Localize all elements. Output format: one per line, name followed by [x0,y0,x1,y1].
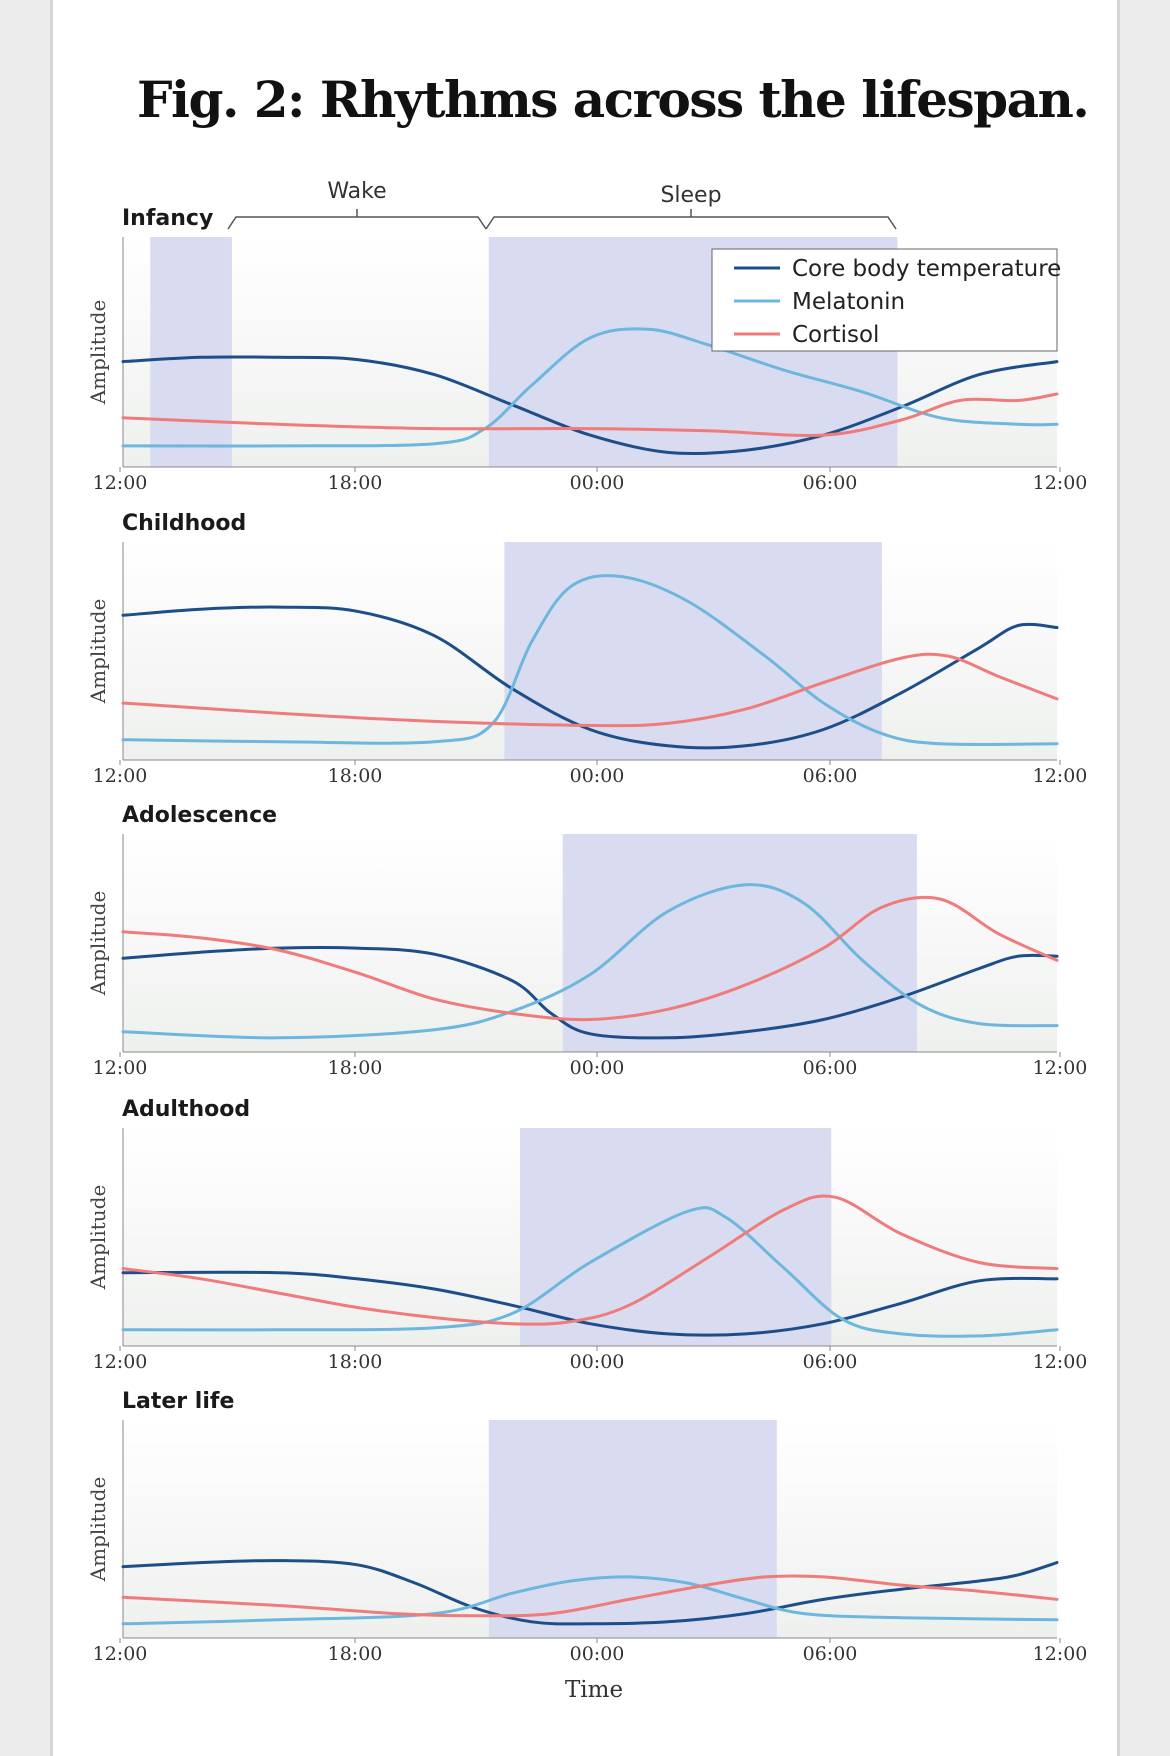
legend: Core body temperature Melatonin Cortisol [711,248,1061,352]
y-axis-label: Amplitude [86,1185,110,1291]
series-line-core-body-temperature [121,945,1059,1040]
sleep-band [562,834,917,1052]
x-tick-label: 06:00 [803,1057,858,1079]
x-tick-label: 12:00 [93,1643,148,1665]
series-line-melatonin [121,1206,1059,1338]
panel-label: Later life [122,1389,234,1414]
x-tick-label: 18:00 [328,1643,383,1665]
x-tick-label: 06:00 [803,472,858,494]
series-line-cortisol [121,392,1059,437]
series-line-melatonin [121,574,1059,747]
x-tick-label: 18:00 [328,1057,383,1079]
x-tick-label: 12:00 [93,765,148,787]
x-tick-label: 00:00 [570,1057,625,1079]
sleep-bracket [485,216,897,230]
y-axis-label: Amplitude [86,599,110,705]
panel-label: Childhood [122,511,246,536]
x-tick-label: 06:00 [803,1643,858,1665]
series-line-core-body-temperature [121,1270,1059,1337]
sleep-band [488,1420,777,1638]
sleep-band [504,542,882,760]
panel-label: Infancy [122,206,213,231]
panel-childhood: Childhood Amplitude 12:00 18:00 00:00 06:00 12… [86,511,1087,787]
x-tick-label: 06:00 [803,765,858,787]
panel-adolescence: Adolescence Amplitude 12:00 18:00 00:00 06:00… [86,803,1087,1079]
series-line-core-body-temperature [121,605,1059,750]
x-tick-label: 18:00 [328,1351,383,1373]
panel-adulthood: Adulthood Amplitude 12:00 18:00 00:00 06:00 12… [86,1097,1087,1373]
x-tick-label: 18:00 [328,472,383,494]
x-tick-label: 12:00 [93,472,148,494]
x-tick-label: 12:00 [93,1057,148,1079]
series-line-melatonin [121,1575,1059,1626]
legend-entry: Melatonin [792,289,905,315]
series-line-core-body-temperature [121,1559,1059,1626]
legend-entry: Cortisol [792,322,879,348]
series-line-cortisol [121,895,1059,1022]
panel-label: Adolescence [122,803,277,828]
wake-sleep-annotation: Wake Sleep [227,179,897,230]
x-tick-label: 12:00 [1033,1351,1088,1373]
x-tick-label: 18:00 [328,765,383,787]
x-tick-label: 00:00 [570,472,625,494]
panel-later-life: Later life Amplitude 12:00 18:00 00:00 06:00 1… [86,1389,1087,1665]
wake-label: Wake [327,179,386,204]
x-tick-label: 00:00 [570,1351,625,1373]
sleep-band [150,237,232,467]
series-line-melatonin [121,883,1059,1040]
series-line-cortisol [121,652,1059,728]
y-axis-label: Amplitude [86,300,110,406]
x-tick-label: 00:00 [570,765,625,787]
sleep-band [519,1128,832,1346]
x-axis-title: Time [565,1677,623,1703]
legend-entry: Core body temperature [792,256,1061,282]
series-line-melatonin [121,327,1059,448]
sleep-label: Sleep [660,183,721,208]
x-tick-label: 12:00 [1033,472,1088,494]
series-line-cortisol [121,1194,1059,1326]
wake-bracket [227,216,487,230]
y-axis-label: Amplitude [86,891,110,997]
x-tick-label: 12:00 [1033,1057,1088,1079]
series-line-cortisol [121,1574,1059,1618]
figure-title: Fig. 2: Rhythms across the lifespan. [137,70,1090,129]
x-tick-label: 12:00 [93,1351,148,1373]
x-tick-label: 06:00 [803,1351,858,1373]
x-tick-label: 12:00 [1033,1643,1088,1665]
x-tick-label: 00:00 [570,1643,625,1665]
x-tick-label: 12:00 [1033,765,1088,787]
panel-label: Adulthood [122,1097,250,1122]
y-axis-label: Amplitude [86,1477,110,1583]
